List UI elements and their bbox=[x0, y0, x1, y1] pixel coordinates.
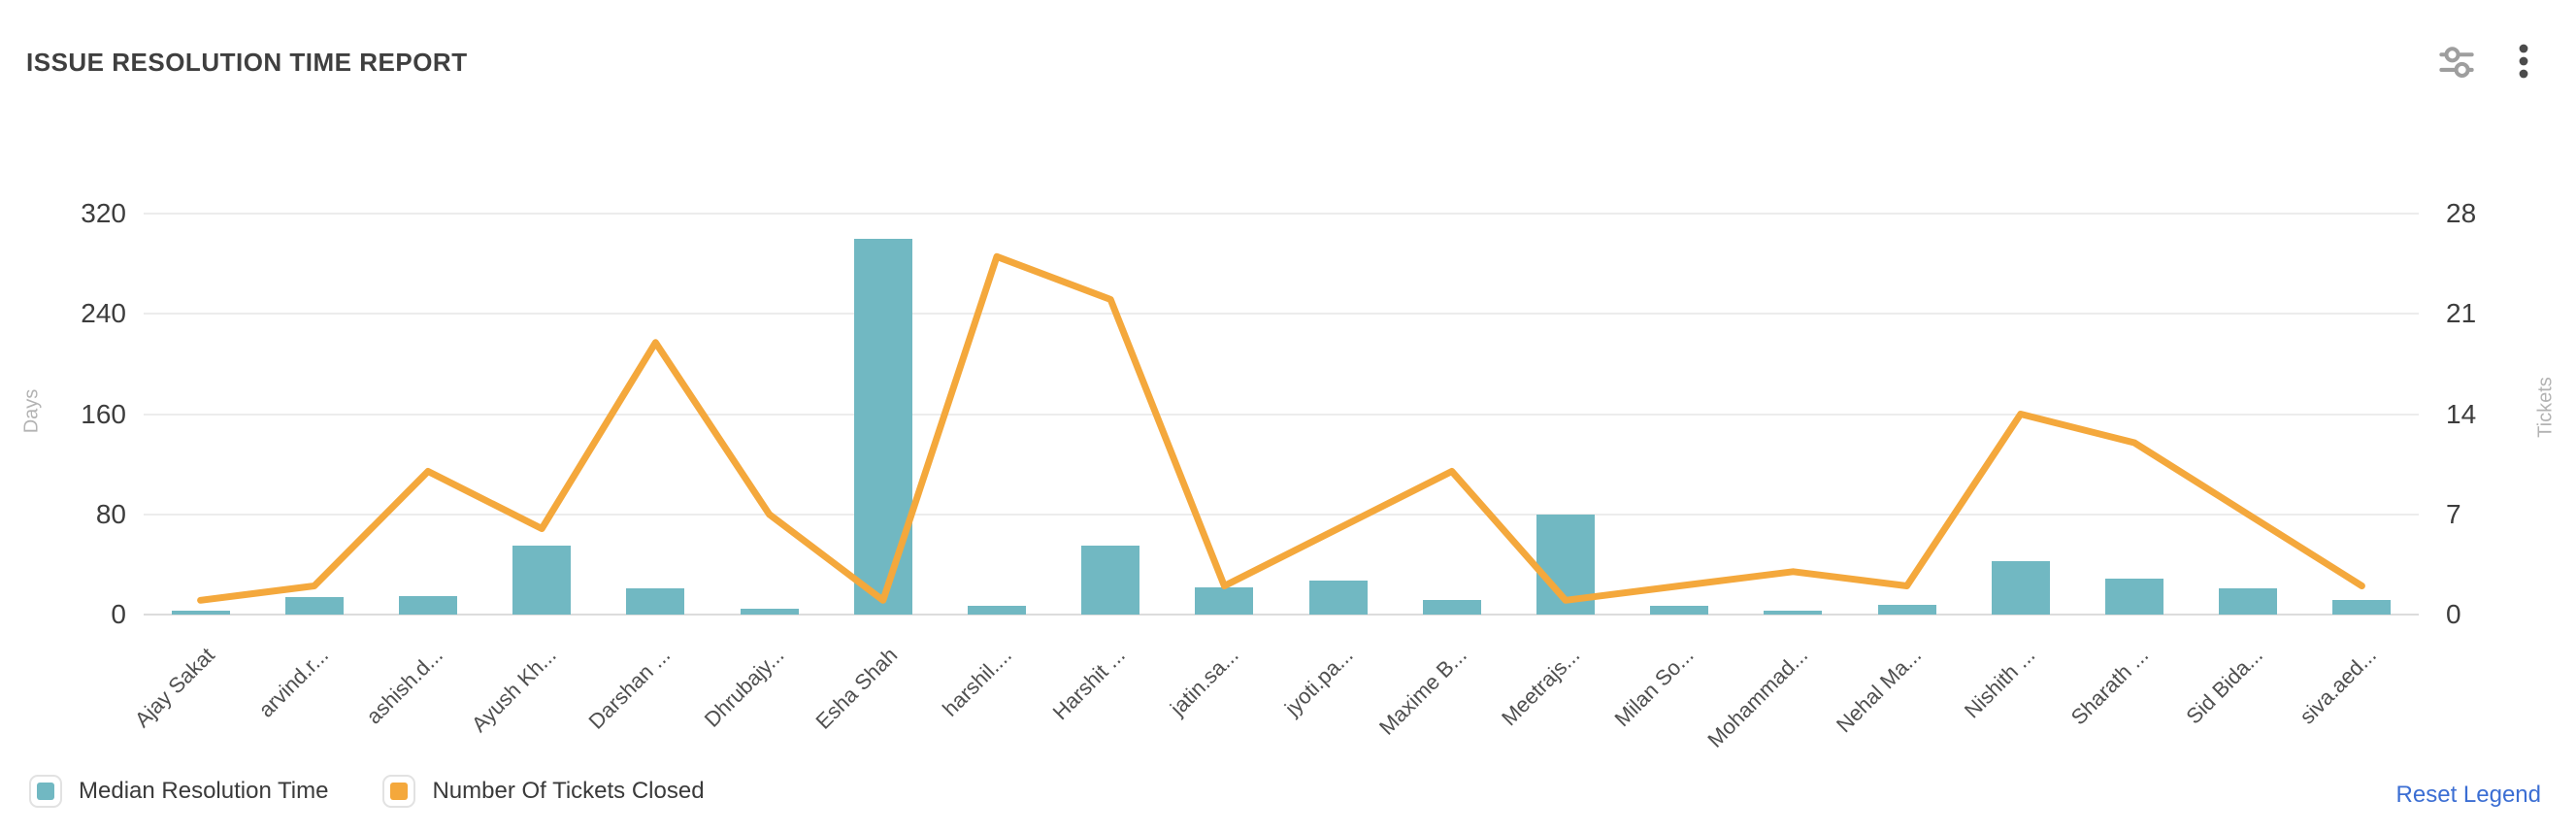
y-axis-left-tick: 240 bbox=[81, 298, 126, 329]
bar-nishith- bbox=[1991, 560, 2050, 615]
x-axis-label: Darshan ... bbox=[583, 643, 676, 734]
x-axis-label: Milan So... bbox=[1609, 643, 1699, 732]
bar-jyoti-pa- bbox=[1308, 581, 1368, 615]
x-axis-label: Dhrubajy... bbox=[699, 643, 789, 732]
x-axis-label: Mohammad... bbox=[1702, 643, 1813, 752]
bar-ajay-sakat bbox=[171, 611, 230, 615]
x-axis-label: Meetrajs... bbox=[1497, 643, 1585, 731]
bar-arvind-r- bbox=[284, 596, 344, 615]
y-axis-right-tick: 21 bbox=[2446, 298, 2477, 329]
bar-sid-bida- bbox=[2219, 587, 2278, 615]
chart-settings-icon[interactable] bbox=[2436, 41, 2477, 82]
x-axis-label: jyoti.pa... bbox=[1279, 643, 1358, 720]
page-title: ISSUE RESOLUTION TIME REPORT bbox=[26, 48, 468, 77]
y-axis-left-tick: 160 bbox=[81, 398, 126, 429]
x-axis-label: Sid Bida... bbox=[2181, 643, 2267, 729]
y-axis-right-tick: 28 bbox=[2446, 198, 2477, 228]
x-axis-label: Nishith ... bbox=[1959, 643, 2040, 723]
more-options-icon[interactable] bbox=[2516, 41, 2531, 82]
legend-item-number-of-tickets-closed[interactable]: Number Of Tickets Closed bbox=[382, 775, 705, 808]
gridline bbox=[144, 413, 2419, 416]
y-axis-right-tick: 0 bbox=[2446, 599, 2461, 629]
gridline bbox=[144, 313, 2419, 316]
y-axis-left-tick: 0 bbox=[111, 599, 126, 629]
legend-chip bbox=[29, 775, 62, 808]
x-axis-label: Harshit ... bbox=[1047, 643, 1130, 725]
x-axis-label: harshil.... bbox=[937, 643, 1016, 721]
bar-nehal-ma- bbox=[1877, 604, 1936, 615]
sliders-glyph bbox=[2439, 47, 2474, 78]
x-axis-label: ashish.d... bbox=[361, 643, 447, 729]
chart-legend: Median Resolution Time Number Of Tickets… bbox=[29, 775, 705, 808]
gridline bbox=[144, 614, 2419, 616]
reset-legend-link[interactable]: Reset Legend bbox=[2391, 781, 2547, 810]
bar-jatin-sa- bbox=[1195, 586, 1254, 615]
y-axis-right-tick: 7 bbox=[2446, 498, 2461, 529]
bar-milan-so- bbox=[1650, 605, 1709, 615]
y-axis-right-tick: 14 bbox=[2446, 398, 2477, 429]
x-axis-label: siva.aed... bbox=[2295, 643, 2382, 729]
median-resolution-time-swatch bbox=[37, 783, 54, 800]
x-axis-label: Ajay Sakat bbox=[130, 643, 220, 733]
bar-dhrubajy- bbox=[740, 608, 799, 615]
kebab-glyph bbox=[2519, 44, 2528, 79]
legend-label: Median Resolution Time bbox=[79, 778, 329, 804]
legend-label: Number Of Tickets Closed bbox=[432, 778, 705, 804]
y-axis-title-days: Days bbox=[20, 388, 43, 434]
bar-harshil- bbox=[968, 605, 1026, 615]
x-axis-label: arvind.r... bbox=[253, 643, 334, 722]
y-axis-title-tickets: Tickets bbox=[2534, 377, 2557, 438]
bar-darshan- bbox=[626, 587, 685, 615]
x-axis-label: Sharath ... bbox=[2066, 643, 2154, 730]
bar-esha-shah bbox=[853, 238, 912, 615]
y-axis-left-tick: 320 bbox=[81, 198, 126, 228]
tickets-closed-swatch bbox=[390, 783, 409, 800]
bar-sharath- bbox=[2105, 578, 2163, 615]
x-axis-label: jatin.sa... bbox=[1166, 643, 1244, 720]
gridline bbox=[144, 213, 2419, 215]
x-axis-label: Nehal Ma... bbox=[1832, 643, 1927, 738]
bar-maxime-b- bbox=[1422, 599, 1481, 615]
bar-siva-aed- bbox=[2332, 599, 2392, 615]
bar-ashish-d- bbox=[399, 595, 457, 615]
bar-ayush-kh- bbox=[512, 546, 572, 615]
legend-item-median-resolution-time[interactable]: Median Resolution Time bbox=[29, 775, 328, 808]
gridline bbox=[144, 513, 2419, 516]
x-axis-label: Esha Shah bbox=[810, 643, 903, 734]
legend-chip bbox=[382, 775, 416, 808]
y-axis-left-tick: 80 bbox=[95, 498, 126, 529]
bar-mohammad- bbox=[1764, 611, 1823, 615]
header-toolbar bbox=[2436, 41, 2531, 82]
x-axis-label: Ayush Kh... bbox=[466, 643, 561, 737]
bar-harshit- bbox=[1081, 546, 1140, 615]
bar-meetrajs- bbox=[1536, 514, 1595, 615]
x-axis-label: Maxime B... bbox=[1373, 643, 1471, 740]
